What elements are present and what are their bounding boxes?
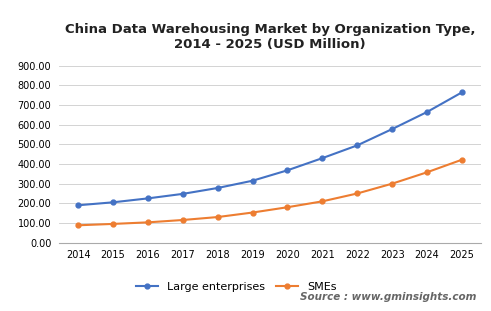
Line: SMEs: SMEs xyxy=(76,157,464,228)
Large enterprises xyxy=(249,179,255,183)
Large enterprises xyxy=(389,127,395,131)
Large enterprises xyxy=(75,203,81,207)
Large enterprises xyxy=(355,143,360,147)
SMEs xyxy=(75,223,81,227)
Legend: Large enterprises, SMEs: Large enterprises, SMEs xyxy=(136,282,337,292)
SMEs xyxy=(459,158,465,161)
Large enterprises xyxy=(320,156,326,160)
SMEs xyxy=(180,218,186,222)
Large enterprises xyxy=(145,197,151,200)
Large enterprises xyxy=(285,169,291,172)
Large enterprises xyxy=(459,91,465,94)
Text: Source : www.gminsights.com: Source : www.gminsights.com xyxy=(300,292,476,302)
Large enterprises xyxy=(110,201,116,204)
SMEs xyxy=(110,222,116,226)
Large enterprises xyxy=(215,186,220,190)
SMEs xyxy=(320,199,326,203)
SMEs xyxy=(355,192,360,195)
SMEs xyxy=(215,215,220,219)
SMEs xyxy=(424,170,430,174)
SMEs xyxy=(389,182,395,186)
Line: Large enterprises: Large enterprises xyxy=(76,90,464,208)
SMEs xyxy=(145,220,151,224)
Title: China Data Warehousing Market by Organization Type,
2014 - 2025 (USD Million): China Data Warehousing Market by Organiz… xyxy=(65,23,475,51)
Large enterprises xyxy=(180,192,186,196)
SMEs xyxy=(249,211,255,214)
SMEs xyxy=(285,205,291,209)
Large enterprises xyxy=(424,110,430,114)
